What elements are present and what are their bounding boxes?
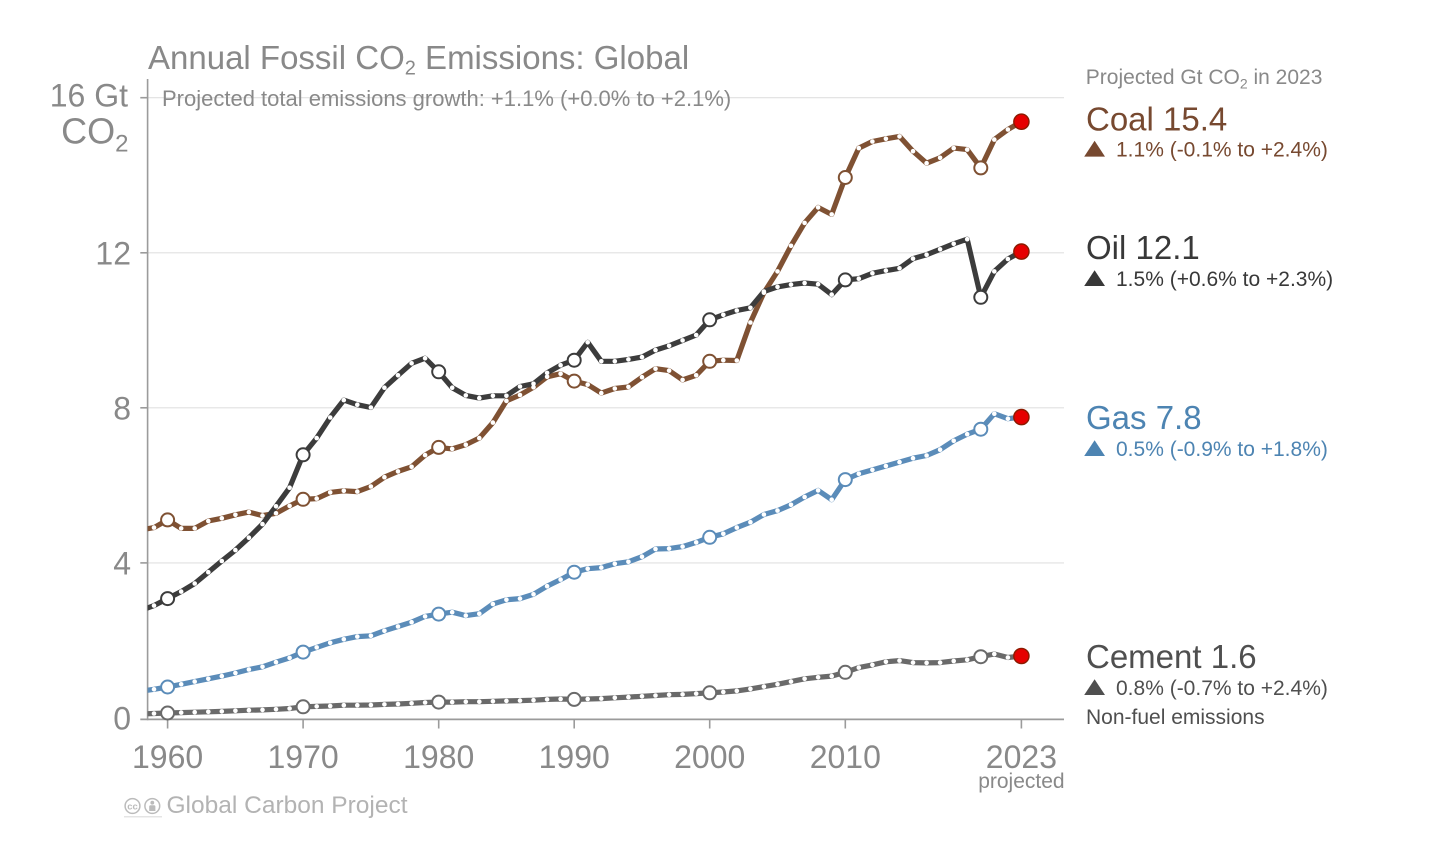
svg-text:1.5% (+0.6% to +2.3%): 1.5% (+0.6% to +2.3%) <box>1116 268 1333 291</box>
svg-text:8: 8 <box>113 390 131 426</box>
svg-text:Annual Fossil CO2 Emissions: G: Annual Fossil CO2 Emissions: Global <box>148 39 689 80</box>
svg-text:Global Carbon Project: Global Carbon Project <box>167 792 408 819</box>
svg-text:1980: 1980 <box>403 739 474 775</box>
svg-text:0.5% (-0.9% to +1.8%): 0.5% (-0.9% to +1.8%) <box>1116 438 1328 461</box>
svg-text:Projected total emissions grow: Projected total emissions growth: +1.1% … <box>162 86 731 111</box>
svg-text:Cement 1.6: Cement 1.6 <box>1086 638 1257 675</box>
svg-text:Projected Gt CO2 in 2023: Projected Gt CO2 in 2023 <box>1086 66 1323 92</box>
svg-text:cc: cc <box>127 802 138 813</box>
svg-text:2010: 2010 <box>810 739 881 775</box>
svg-text:12: 12 <box>95 235 131 271</box>
svg-text:Coal 15.4: Coal 15.4 <box>1086 101 1227 138</box>
svg-text:Non-fuel emissions: Non-fuel emissions <box>1086 706 1265 729</box>
svg-text:1960: 1960 <box>132 739 203 775</box>
svg-text:1970: 1970 <box>268 739 339 775</box>
svg-text:1990: 1990 <box>539 739 610 775</box>
svg-text:0: 0 <box>113 701 131 737</box>
svg-text:Oil 12.1: Oil 12.1 <box>1086 229 1200 266</box>
svg-text:1.1% (-0.1% to +2.4%): 1.1% (-0.1% to +2.4%) <box>1116 139 1328 162</box>
svg-text:Gas 7.8: Gas 7.8 <box>1086 399 1202 436</box>
svg-text:projected: projected <box>978 770 1064 793</box>
svg-text:2023: 2023 <box>986 739 1057 775</box>
svg-text:4: 4 <box>113 545 131 581</box>
svg-text:0.8% (-0.7% to +2.4%): 0.8% (-0.7% to +2.4%) <box>1116 677 1328 700</box>
svg-text:16 Gt: 16 Gt <box>50 78 128 114</box>
svg-text:2000: 2000 <box>674 739 745 775</box>
